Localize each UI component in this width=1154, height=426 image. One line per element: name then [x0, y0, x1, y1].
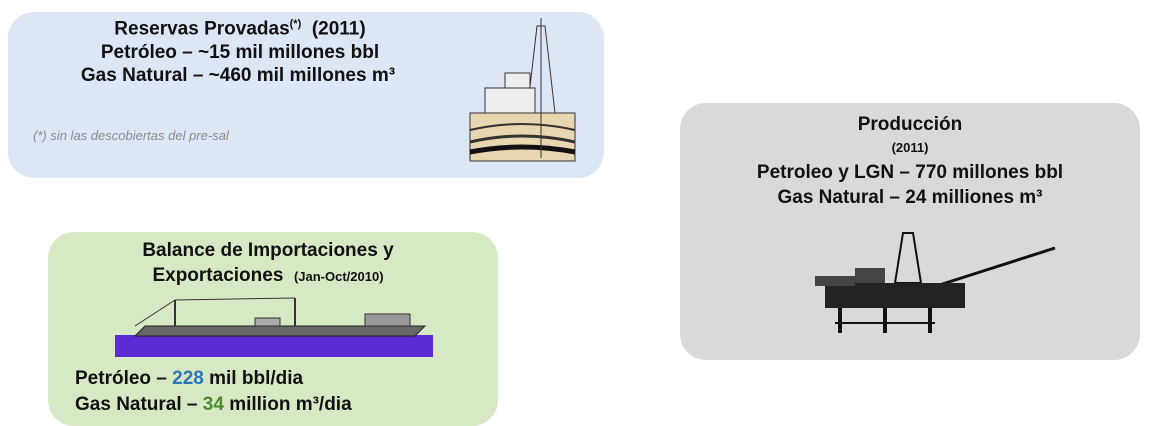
reserves-footnote: (*) sin las descobiertas del pre-sal: [33, 128, 229, 143]
gas-balance: Gas Natural – 34 million m³/dia: [75, 394, 352, 416]
balance-period: (Jan-Oct/2010): [294, 269, 384, 284]
balance-title: Balance de Importaciones y: [48, 240, 488, 262]
footnote-marker: (*): [290, 18, 302, 30]
reserves-heading: Reservas Provadas(*) (2011): [40, 18, 440, 40]
page: {"reserves": {"title": "Reservas Provada…: [0, 0, 1154, 426]
production-line: Gas Natural – 24 milliones m³: [680, 187, 1140, 209]
oil-label: Petróleo –: [75, 368, 172, 389]
reserves-line: Gas Natural – ~460 mil millones m³: [18, 65, 458, 87]
production-year: (2011): [780, 140, 1040, 155]
production-line: Petroleo y LGN – 770 millones bbl: [680, 162, 1140, 184]
drilling-rig-icon: [465, 18, 580, 163]
reserves-title: Reservas Provadas: [114, 18, 289, 39]
gas-label: Gas Natural –: [75, 394, 203, 415]
tanker-icon: [115, 290, 435, 360]
oil-unit: mil bbl/dia: [204, 368, 303, 389]
balance-title-2: Exportaciones: [152, 265, 283, 286]
reserves-year: (2011): [312, 18, 366, 39]
gas-unit: million m³/dia: [224, 394, 352, 415]
oil-balance: Petróleo – 228 mil bbl/dia: [75, 368, 303, 390]
production-title: Producción: [780, 114, 1040, 136]
balance-title: Exportaciones (Jan-Oct/2010): [48, 265, 488, 287]
oil-value: 228: [172, 368, 204, 389]
gas-value: 34: [203, 394, 224, 415]
reserves-line: Petróleo – ~15 mil millones bbl: [40, 42, 440, 64]
platform-icon: [785, 228, 1065, 338]
